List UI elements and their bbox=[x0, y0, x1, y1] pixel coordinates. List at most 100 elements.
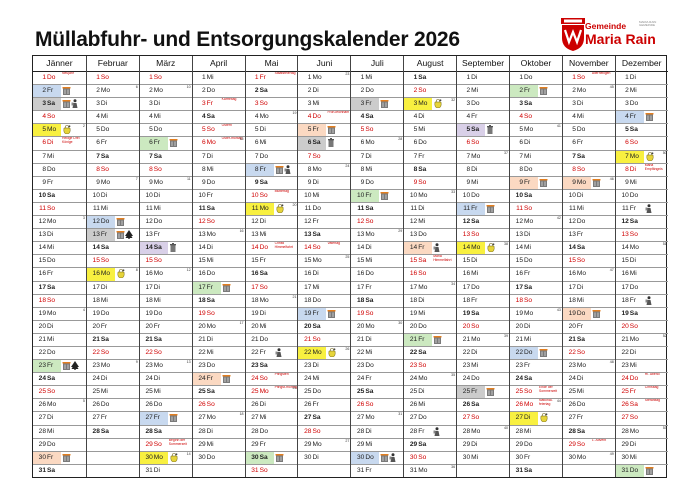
weekday: Sa bbox=[365, 204, 374, 212]
weekday: Do bbox=[629, 375, 639, 383]
weekday: Sa bbox=[47, 100, 56, 108]
day-cell: 30 Fr bbox=[510, 452, 562, 465]
day-cell: 6 So bbox=[457, 137, 510, 151]
weekday: Sa bbox=[471, 218, 480, 226]
day-cell: 18 Di bbox=[404, 295, 457, 308]
day-cell: 21 Sa bbox=[86, 334, 139, 347]
month-header: Mai bbox=[245, 56, 298, 72]
day-cell: 26 Mo National-feiertag 44 bbox=[510, 399, 562, 413]
day-number: 2 bbox=[413, 87, 418, 95]
day-cell: 25 Sa bbox=[192, 386, 245, 400]
week-number: 34 bbox=[451, 281, 456, 286]
collection-highlight bbox=[562, 307, 591, 320]
weekday: Do bbox=[365, 362, 374, 370]
weekday: So bbox=[524, 296, 533, 304]
day-number: 27 bbox=[515, 414, 524, 422]
day-number: 7 bbox=[625, 152, 629, 160]
day-cell: 26 Do bbox=[139, 399, 192, 413]
day-number: 2 bbox=[96, 87, 100, 95]
day-number: 19 bbox=[145, 309, 153, 317]
collection-highlight bbox=[298, 124, 327, 137]
day-cell: 15 Mi bbox=[192, 255, 245, 269]
day-number: 30 bbox=[38, 453, 46, 461]
day-cell: 22 Di bbox=[457, 347, 510, 361]
day-cell: 17 Do bbox=[615, 282, 668, 295]
weekday: Sa bbox=[471, 401, 480, 409]
weekday: Di bbox=[576, 191, 584, 199]
weekday: Fr bbox=[259, 440, 266, 448]
bin-icon bbox=[486, 204, 495, 213]
weekday: So bbox=[206, 401, 215, 409]
month-header: Februar bbox=[86, 56, 139, 72]
weekday: Mo bbox=[418, 466, 428, 474]
collection-highlight bbox=[615, 150, 644, 163]
weekday: Di bbox=[524, 139, 531, 147]
day-number: 28 bbox=[409, 427, 418, 435]
day-cell: 21 So bbox=[298, 334, 351, 347]
day-cell: 25 So bbox=[33, 386, 86, 400]
weekday: Do bbox=[312, 113, 321, 121]
day-cell: 5 Mo 41 bbox=[510, 124, 562, 138]
day-cell: 23 Fr bbox=[510, 360, 562, 374]
day-cell: 8 So bbox=[86, 164, 139, 177]
weekday: Mi bbox=[100, 296, 108, 304]
day-cell: 6 Mo 28 bbox=[351, 137, 404, 151]
weekday: Sa bbox=[259, 270, 268, 278]
weekday: Mo bbox=[365, 322, 375, 330]
day-cell: 1 Do Neujahr bbox=[33, 72, 86, 86]
day-number: 8 bbox=[413, 165, 418, 173]
weekday: Fr bbox=[47, 453, 54, 461]
month-days: 1 Di 2 Mi 3 Do 4 Fr 5 Sa 6 So 7 Mo 50 8 Di Mariä Empfängn… bbox=[615, 72, 668, 477]
week-number: 21 bbox=[292, 294, 297, 299]
weekday: Fr bbox=[259, 165, 266, 173]
weekday: Di bbox=[576, 283, 584, 291]
weekday: Do bbox=[418, 414, 427, 422]
weekday: Mi bbox=[259, 322, 267, 330]
week-number: 28 bbox=[398, 137, 403, 142]
weekday: Do bbox=[47, 165, 56, 173]
week-number: 31 bbox=[398, 412, 403, 417]
month-header: Jänner bbox=[33, 56, 86, 72]
weekday: Sa bbox=[576, 152, 585, 160]
weekday: Di bbox=[100, 283, 108, 291]
day-number: 18 bbox=[568, 296, 576, 304]
day-cell: 3 Fr Karfreitag bbox=[192, 98, 245, 112]
weekday: Di bbox=[365, 335, 372, 343]
day-number: 14 bbox=[251, 244, 259, 252]
day-cell: 9 Mo 46 bbox=[562, 176, 615, 190]
day-number: 5 bbox=[254, 126, 259, 134]
day-number: 9 bbox=[572, 178, 576, 186]
weekday: Fr bbox=[471, 113, 478, 121]
collection-highlight bbox=[457, 386, 486, 399]
day-cell: 5 Fr bbox=[298, 124, 351, 138]
weekday: So bbox=[418, 87, 427, 95]
day-number: 11 bbox=[304, 204, 312, 212]
weekday: Mi bbox=[471, 453, 479, 461]
person-icon bbox=[645, 204, 653, 213]
day-cell: 7 Mo 37 bbox=[457, 151, 510, 164]
holiday-note: Allerheiligen bbox=[591, 72, 611, 75]
day-number: 8 bbox=[360, 165, 365, 173]
weekday: Sa bbox=[259, 362, 268, 370]
weekday: So bbox=[153, 440, 162, 448]
day-number: 17 bbox=[38, 283, 46, 291]
week-number: 40 bbox=[504, 425, 509, 430]
day-number: 5 bbox=[307, 126, 312, 134]
bin-icon bbox=[592, 309, 601, 318]
holiday-note: 1. Advent bbox=[591, 438, 607, 442]
day-cell: 29 Di bbox=[457, 439, 510, 452]
day-cell: 30 Di bbox=[298, 452, 351, 465]
day-cell: 17 Fr bbox=[192, 281, 245, 295]
day-cell: 21 Di bbox=[192, 334, 245, 347]
day-number: 25 bbox=[409, 388, 418, 396]
collection-highlight bbox=[298, 137, 327, 150]
week-number: 17 bbox=[239, 320, 244, 325]
day-number: 31 bbox=[145, 466, 153, 474]
day-number: 22 bbox=[462, 348, 471, 356]
weekday: Sa bbox=[206, 296, 215, 304]
day-number: 11 bbox=[516, 204, 524, 212]
month-column: März 1 So 2 Mo 10 3 Di 4 Mi 5 Do 6 Fr 7 Sa 8 So 9 Mo 11 10 Di 1… bbox=[138, 56, 192, 477]
day-number: 3 bbox=[149, 100, 153, 108]
day-number: 20 bbox=[38, 322, 46, 330]
collection-highlight bbox=[351, 189, 380, 202]
